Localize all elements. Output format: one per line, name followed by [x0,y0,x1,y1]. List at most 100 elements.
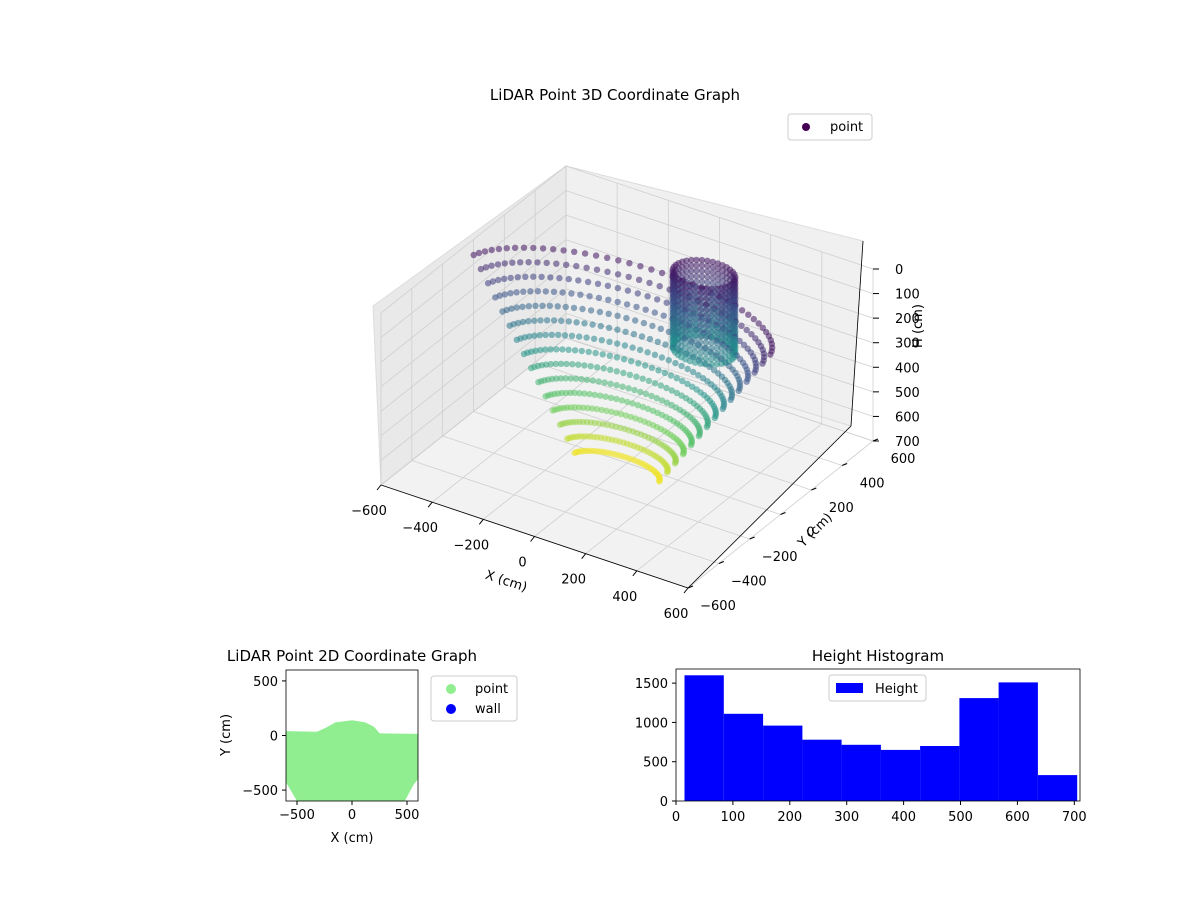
point-3d [626,371,634,378]
point-3d [713,345,720,352]
point-3d [508,305,515,312]
point-3d [581,362,588,369]
grid-z-left [380,165,567,314]
y-tick-label-histogram: 0 [660,795,668,810]
legend-2d: point wall [430,675,518,722]
point-3d [614,326,621,333]
z-tick-label-3d: 100 [895,288,920,303]
point-3d [649,322,656,330]
point-cloud-3d [470,244,776,485]
point-3d [592,349,599,357]
point-3d [702,350,710,357]
histogram-bar [802,739,842,801]
point-3d [623,314,630,322]
point-3d [709,258,716,266]
x-tick-3d [427,501,433,508]
point-3d [651,309,658,316]
grid-y-floor [504,386,812,491]
legend-label-wall-2d: wall [475,702,501,717]
point-3d [607,380,614,387]
point-3d [628,358,635,365]
point-3d [598,337,605,344]
point-3d [597,322,604,330]
point-3d [654,338,661,345]
point-3d [738,307,746,314]
point-3d [695,432,703,440]
y-tick-label-histogram: 500 [643,756,668,771]
point-3d [570,304,578,312]
point-3d [597,392,604,399]
point-3d [706,363,713,371]
point-3d [559,289,566,296]
y-tick-3d [718,561,725,564]
point-3d [591,391,598,398]
point-3d [614,298,621,306]
point-3d [738,322,745,329]
point-3d [629,400,636,407]
point-3d [651,380,659,387]
point-3d [606,352,613,359]
point-3d [587,307,595,314]
point-3d [567,375,574,382]
point-3d [520,288,527,295]
point-3d [751,369,758,376]
point-3d [528,364,535,372]
point-3d [709,307,716,314]
point-3d [556,421,564,428]
point-3d [542,331,549,339]
point-3d [656,478,663,485]
x-tick-label-3d: −400 [402,521,438,536]
point-3d [584,278,592,286]
legend-marker-point-2d [446,684,456,694]
grid-z-left [380,263,567,412]
point-3d [697,333,704,340]
point-3d [704,279,711,286]
legend-label-point-3d: point [830,120,863,135]
y-tick-3d [780,512,786,515]
point-3d [507,290,514,297]
point-3d [520,350,528,358]
point-3d [513,289,520,296]
point-3d [563,360,570,368]
point-3d [501,275,508,282]
x-tick-label-histogram: 600 [1005,810,1030,825]
histogram-bar [998,682,1038,801]
point-3d [698,278,706,285]
point-3d [692,348,699,355]
point-3d [562,375,569,382]
x-axis-label-3d: X (cm) [483,568,529,596]
y-tick-label-2d: 0 [270,730,278,745]
point-3d [568,290,575,297]
point-3d [527,288,534,295]
y-tick-label-3d: −400 [731,575,767,590]
point-3d [607,394,615,401]
point-3d [586,390,593,398]
point-3d [573,262,580,270]
point-3d [531,332,538,339]
x-tick-label-3d: 200 [561,573,586,588]
point-3d [581,250,589,257]
point-3d [750,315,757,323]
x-axis-label-2d: X (cm) [331,831,374,846]
chart-histogram: Height Histogram 0 100 200 300 400 500 600 7000… [635,647,1087,825]
point-3d [658,269,666,277]
point-3d [501,260,508,267]
histogram-bar [723,713,764,801]
point-3d [613,368,620,375]
histogram-title: Height Histogram [812,647,944,665]
plot-area-histogram: 0 100 200 300 400 500 600 700 0 500 1000 1500 [635,668,1087,825]
z-axis-label-3d: H (cm) [911,304,926,348]
point-3d [701,345,708,352]
point-3d [495,245,503,253]
point-3d [743,378,750,385]
point-3d [537,317,544,324]
point-3d [495,276,502,284]
point-3d [645,377,653,385]
point-3d [603,407,610,414]
point-3d [709,274,716,282]
point-3d [614,312,621,319]
point-3d [623,301,631,308]
point-3d [614,271,622,278]
x-tick-3d [478,519,484,525]
